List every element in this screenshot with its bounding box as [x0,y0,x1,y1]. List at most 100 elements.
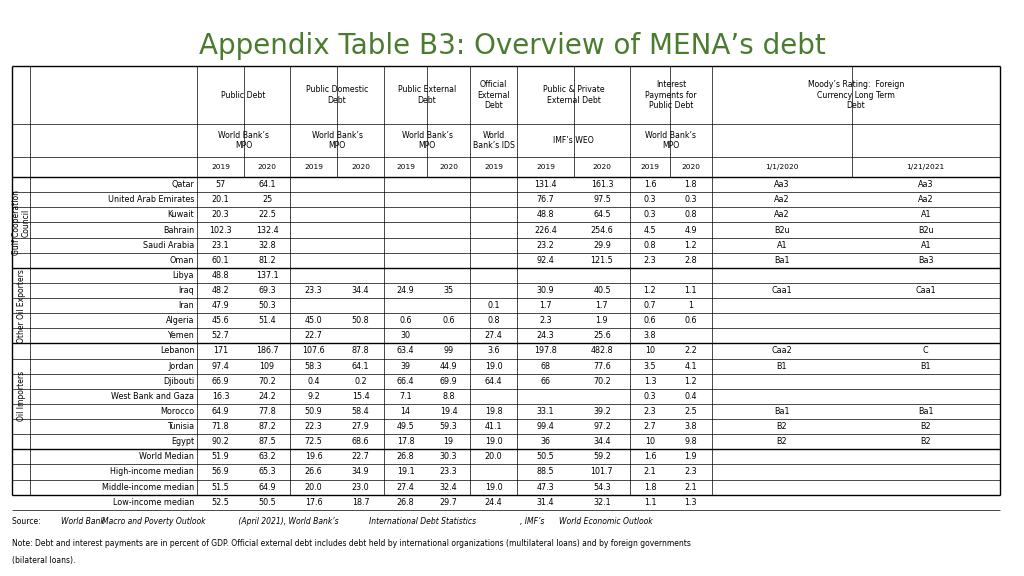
Text: 48.8: 48.8 [537,210,554,219]
Text: B2: B2 [776,422,787,431]
Text: B1: B1 [921,362,931,370]
Text: 26.6: 26.6 [305,468,323,476]
Text: Caa1: Caa1 [915,286,936,295]
Text: 2.1: 2.1 [644,468,656,476]
Text: 22.7: 22.7 [351,452,370,461]
Text: 39.2: 39.2 [593,407,611,416]
Text: 64.1: 64.1 [258,180,275,189]
Text: 51.4: 51.4 [258,316,275,325]
Text: 2019: 2019 [211,164,230,170]
Text: World Bank’s
MPO: World Bank’s MPO [311,131,362,150]
Text: 77.8: 77.8 [258,407,276,416]
Text: , IMF’s: , IMF’s [520,517,547,526]
Text: 51.9: 51.9 [212,452,229,461]
Text: Low-income median: Low-income median [113,498,195,507]
Text: 69.3: 69.3 [258,286,275,295]
Text: 63.4: 63.4 [397,347,415,355]
Text: Macro and Poverty Outlook: Macro and Poverty Outlook [102,517,206,526]
Text: 1.3: 1.3 [685,498,697,507]
Text: 1: 1 [688,301,693,310]
Text: 33.1: 33.1 [537,407,554,416]
Text: B2: B2 [921,437,931,446]
Text: 19.8: 19.8 [484,407,503,416]
Text: 39: 39 [400,362,411,370]
Text: 0.8: 0.8 [685,210,697,219]
Text: 99: 99 [443,347,454,355]
Text: Saudi Arabia: Saudi Arabia [143,241,195,249]
Text: Public & Private
External Debt: Public & Private External Debt [543,85,604,105]
Text: 19.4: 19.4 [439,407,458,416]
Text: 22.5: 22.5 [258,210,276,219]
Text: IMF’s WEO: IMF’s WEO [553,136,594,145]
Text: 1.9: 1.9 [685,452,697,461]
Text: 58.3: 58.3 [305,362,323,370]
Text: 3.8: 3.8 [644,331,656,340]
Text: 29.9: 29.9 [593,241,611,249]
Text: 20.3: 20.3 [212,210,229,219]
Text: Public Domestic
Debt: Public Domestic Debt [306,85,369,105]
Text: Jordan: Jordan [169,362,195,370]
Text: 1/1/2020: 1/1/2020 [765,164,799,170]
Text: 48.8: 48.8 [212,271,229,280]
Text: 10: 10 [645,437,655,446]
Text: 107.6: 107.6 [302,347,325,355]
Text: World Bank’s
MPO: World Bank’s MPO [218,131,269,150]
Text: 65.3: 65.3 [258,468,275,476]
Text: 0.6: 0.6 [644,316,656,325]
Text: 1.7: 1.7 [596,301,608,310]
Text: 71.8: 71.8 [212,422,229,431]
Text: 0.2: 0.2 [354,377,367,386]
Text: 24.2: 24.2 [258,392,276,401]
Text: 0.8: 0.8 [487,316,500,325]
Text: 45.6: 45.6 [212,316,229,325]
Text: 32.8: 32.8 [258,241,275,249]
Text: 3.5: 3.5 [644,362,656,370]
Text: 2.2: 2.2 [684,347,697,355]
Text: 92.4: 92.4 [537,256,554,265]
Text: 0.4: 0.4 [685,392,697,401]
Text: 54.3: 54.3 [593,483,610,491]
Text: 0.1: 0.1 [487,301,500,310]
Text: World Bank’s
MPO: World Bank’s MPO [645,131,696,150]
Text: 2020: 2020 [681,164,700,170]
Text: 24.4: 24.4 [484,498,503,507]
Text: World
Bank’s IDS: World Bank’s IDS [472,131,514,150]
Text: Caa2: Caa2 [771,347,793,355]
Text: 3.6: 3.6 [487,347,500,355]
Text: 64.1: 64.1 [352,362,370,370]
Text: 20.0: 20.0 [305,483,323,491]
Text: West Bank and Gaza: West Bank and Gaza [112,392,195,401]
Text: 50.9: 50.9 [305,407,323,416]
Text: Other Oil Exporters: Other Oil Exporters [16,268,26,343]
Text: 161.3: 161.3 [591,180,613,189]
Text: B2u: B2u [774,226,790,234]
Text: 40.5: 40.5 [593,286,610,295]
Text: 0.3: 0.3 [644,392,656,401]
Text: Public External
Debt: Public External Debt [398,85,456,105]
Text: 72.5: 72.5 [305,437,323,446]
Text: 0.6: 0.6 [399,316,412,325]
Text: 137.1: 137.1 [256,271,279,280]
Text: 101.7: 101.7 [591,468,613,476]
Text: 27.4: 27.4 [396,483,415,491]
Text: 47.9: 47.9 [212,301,229,310]
Text: 31.4: 31.4 [537,498,554,507]
Text: 14: 14 [400,407,411,416]
Text: 97.2: 97.2 [593,422,611,431]
Text: 19.0: 19.0 [484,483,503,491]
Text: 2019: 2019 [304,164,324,170]
Text: 2.8: 2.8 [685,256,697,265]
Text: 41.1: 41.1 [484,422,502,431]
Text: 22.3: 22.3 [305,422,323,431]
Text: 102.3: 102.3 [209,226,232,234]
Text: Ba1: Ba1 [774,256,790,265]
Text: 70.2: 70.2 [593,377,611,386]
Text: 4.1: 4.1 [685,362,697,370]
Text: 25: 25 [262,195,272,204]
Text: United Arab Emirates: United Arab Emirates [108,195,195,204]
Text: 97.5: 97.5 [593,195,611,204]
Text: World Bank’s
MPO: World Bank’s MPO [401,131,453,150]
Text: 51.5: 51.5 [212,483,229,491]
Text: 77.6: 77.6 [593,362,611,370]
Text: 186.7: 186.7 [256,347,279,355]
